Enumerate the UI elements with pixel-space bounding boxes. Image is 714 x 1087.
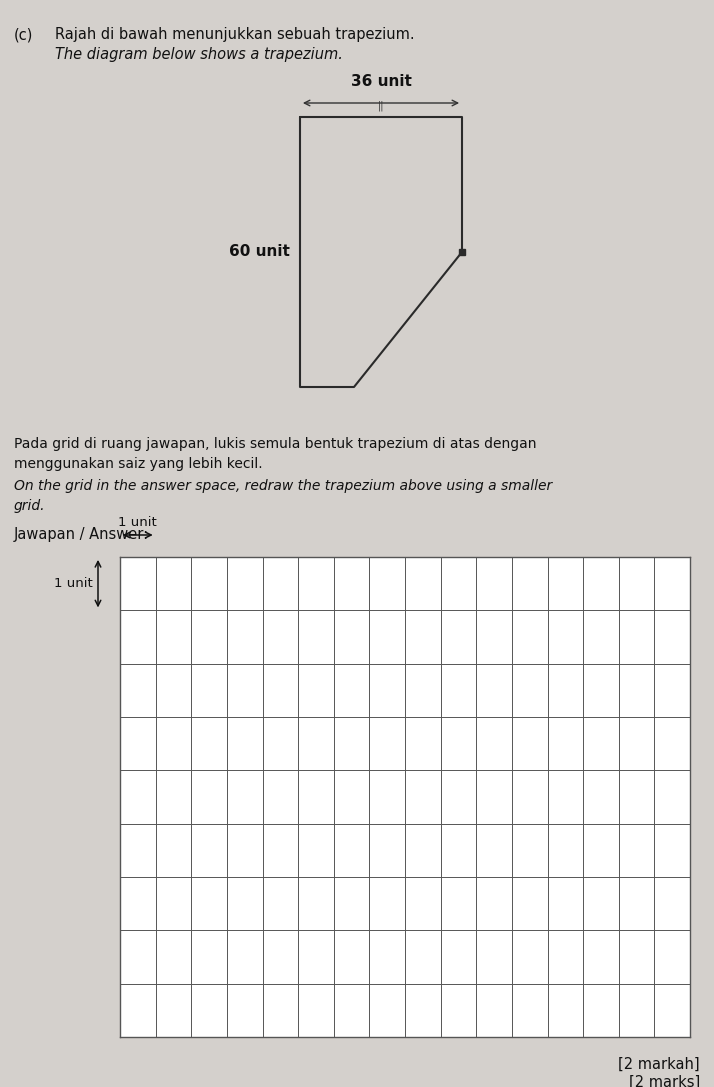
Text: Jawapan / Answer:: Jawapan / Answer: <box>14 527 149 542</box>
Text: Pada grid di ruang jawapan, lukis semula bentuk trapezium di atas dengan: Pada grid di ruang jawapan, lukis semula… <box>14 437 536 451</box>
Text: On the grid in the answer space, redraw the trapezium above using a smaller: On the grid in the answer space, redraw … <box>14 479 552 493</box>
Text: Rajah di bawah menunjukkan sebuah trapezium.: Rajah di bawah menunjukkan sebuah trapez… <box>55 27 415 42</box>
Text: 1 unit: 1 unit <box>119 516 157 529</box>
Text: [2 markah]: [2 markah] <box>618 1057 700 1072</box>
Bar <box>120 557 690 1037</box>
Text: The diagram below shows a trapezium.: The diagram below shows a trapezium. <box>55 47 343 62</box>
Text: 60 unit: 60 unit <box>229 245 290 260</box>
Text: menggunakan saiz yang lebih kecil.: menggunakan saiz yang lebih kecil. <box>14 457 263 471</box>
Text: grid.: grid. <box>14 499 46 513</box>
Text: 1 unit: 1 unit <box>54 577 93 590</box>
Text: (c): (c) <box>14 27 34 42</box>
Text: ||: || <box>378 101 384 111</box>
Text: [2 marks]: [2 marks] <box>629 1075 700 1087</box>
Text: 36 unit: 36 unit <box>351 74 411 89</box>
